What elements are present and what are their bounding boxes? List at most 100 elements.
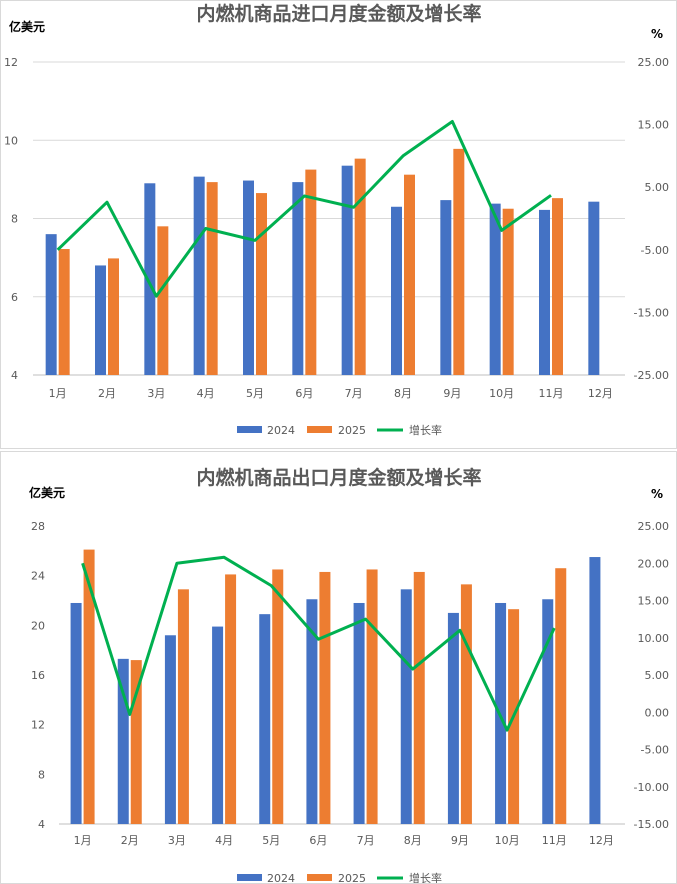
- bar-2025: [206, 182, 218, 375]
- right-tick-label: 25.00: [638, 56, 670, 69]
- bar-2024: [243, 180, 254, 375]
- bar-2025: [354, 158, 366, 375]
- x-tick-label: 9月: [443, 387, 461, 400]
- x-tick-label: 12月: [588, 387, 613, 400]
- right-tick-label: -5.00: [641, 244, 669, 257]
- bar-2024: [440, 200, 452, 375]
- left-tick-label: 8: [11, 213, 18, 226]
- left-tick-label: 24: [31, 570, 45, 583]
- right-tick-label: 25.00: [638, 520, 670, 533]
- x-tick-label: 11月: [542, 834, 567, 847]
- bar-2025: [502, 208, 514, 375]
- right-axis-unit: %: [651, 487, 663, 501]
- bar-2025: [256, 193, 267, 375]
- bar-2025: [157, 226, 169, 375]
- x-tick-label: 4月: [215, 834, 233, 847]
- growth-rate-line: [81, 555, 556, 732]
- bar-2025: [177, 589, 189, 824]
- left-tick-label: 4: [11, 369, 18, 382]
- bar-2024: [95, 265, 106, 375]
- bar-2025: [305, 169, 317, 375]
- import-chart-panel: 内燃机商品进口月度金额及增长率 亿美元 % 1月 2月 3月 4月 5月 6月 7月 8月 9月…: [0, 0, 677, 449]
- legend-label-growth: 增长率: [409, 871, 442, 883]
- x-tick-label: 8月: [394, 387, 412, 400]
- bar-2025: [58, 249, 70, 375]
- bar-2024: [447, 612, 459, 824]
- legend-swatch-2025: [307, 874, 332, 881]
- right-tick-label: -15.00: [634, 306, 669, 319]
- bar-2024: [164, 635, 176, 824]
- bar-2025: [404, 174, 415, 375]
- bar-2024: [117, 658, 129, 824]
- right-tick-label: -15.00: [634, 818, 669, 831]
- export-chart-panel: 内燃机商品出口月度金额及增长率 亿美元 % 1月 2月 3月 4月 5月 6月 7月 8月 9月…: [0, 451, 677, 884]
- bar-2025: [453, 148, 465, 375]
- legend-swatch-2024: [237, 874, 262, 881]
- left-tick-label: 4: [38, 818, 45, 831]
- legend-swatch-2025: [307, 426, 332, 433]
- import-chart: 内燃机商品进口月度金额及增长率 亿美元 % 1月 2月 3月 4月 5月 6月 7月 8月 9月…: [4, 2, 670, 437]
- left-tick-label: 16: [31, 669, 45, 682]
- x-tick-label: 2月: [98, 387, 116, 400]
- legend-label-2024: 2024: [267, 424, 295, 437]
- export-chart: 内燃机商品出口月度金额及增长率 亿美元 % 1月 2月 3月 4月 5月 6月 7月 8月 9月…: [29, 466, 670, 883]
- right-tick-label: 5.00: [645, 669, 670, 682]
- bar-2025: [130, 660, 142, 824]
- chart-title: 内燃机商品出口月度金额及增长率: [196, 466, 481, 489]
- right-tick-label: 10.00: [638, 632, 670, 645]
- right-tick-label: -10.00: [634, 781, 669, 794]
- x-tick-label: 12月: [589, 834, 614, 847]
- bar-2025: [460, 584, 472, 824]
- left-axis-unit: 亿美元: [29, 485, 65, 500]
- x-tick-label: 4月: [197, 387, 215, 400]
- bar-2025: [225, 574, 237, 824]
- bar-2025: [108, 258, 119, 375]
- bar-2025: [413, 571, 425, 824]
- bar-2024: [212, 626, 224, 824]
- left-tick-label: 12: [31, 719, 45, 732]
- bar-2024: [542, 599, 554, 824]
- x-tick-label: 2月: [121, 834, 139, 847]
- right-tick-label: 15.00: [638, 595, 670, 608]
- right-axis-unit: %: [651, 27, 663, 41]
- growth-rate-line: [56, 119, 552, 298]
- x-tick-label: 10月: [489, 387, 514, 400]
- bar-2024: [539, 209, 550, 375]
- x-tick-label: 3月: [147, 387, 165, 400]
- bar-2024: [45, 234, 57, 375]
- left-tick-label: 10: [4, 134, 18, 147]
- bar-2025: [555, 568, 567, 824]
- bar-2024: [400, 589, 412, 824]
- left-tick-label: 8: [38, 768, 45, 781]
- left-tick-label: 28: [31, 520, 45, 533]
- legend: 2024 2025 增长率: [237, 871, 442, 883]
- legend-label-growth: 增长率: [409, 423, 442, 437]
- legend-label-2024: 2024: [267, 872, 295, 883]
- right-tick-label: 20.00: [638, 557, 670, 570]
- right-tick-label: 0.00: [645, 706, 670, 719]
- x-tick-label: 9月: [451, 834, 469, 847]
- x-tick-label: 6月: [309, 834, 327, 847]
- right-tick-label: 15.00: [638, 119, 670, 132]
- x-tick-label: 7月: [345, 387, 363, 400]
- x-tick-label: 10月: [495, 834, 520, 847]
- legend: 2024 2025 增长率: [237, 423, 442, 437]
- bar-2024: [589, 557, 601, 824]
- bar-2024: [353, 602, 365, 824]
- bar-2024: [588, 201, 600, 375]
- x-tick-label: 1月: [74, 834, 92, 847]
- bar-2024: [193, 176, 205, 375]
- legend-swatch-2024: [237, 426, 262, 433]
- left-tick-label: 20: [31, 619, 45, 632]
- left-axis-unit: 亿美元: [9, 19, 45, 34]
- bar-2024: [306, 599, 318, 824]
- bar-2024: [292, 182, 304, 375]
- bar-2025: [552, 198, 563, 375]
- bar-2025: [272, 569, 284, 824]
- bar-2025: [83, 549, 95, 824]
- bar-2024: [259, 614, 271, 824]
- x-tick-label: 11月: [539, 387, 564, 400]
- bar-2024: [489, 203, 501, 375]
- x-tick-label: 1月: [49, 387, 67, 400]
- legend-label-2025: 2025: [338, 424, 366, 437]
